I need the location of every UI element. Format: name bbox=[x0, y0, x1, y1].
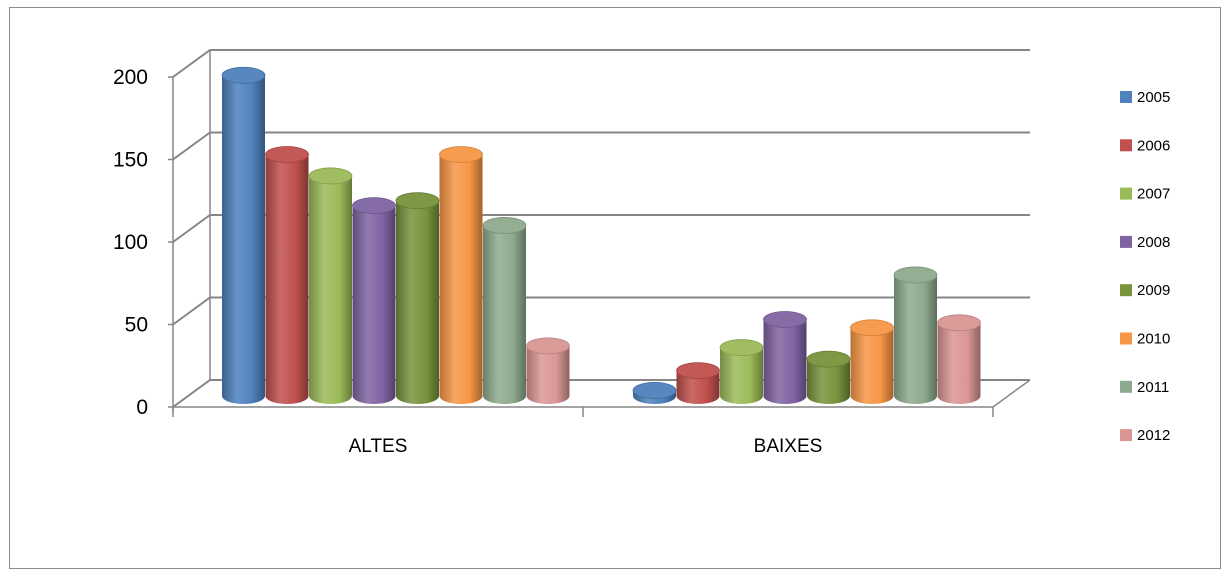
bar-altes-2010 bbox=[439, 146, 483, 404]
bar-top bbox=[893, 266, 938, 284]
bar-baixes-2007 bbox=[719, 339, 764, 404]
bar-top bbox=[676, 362, 720, 380]
bars bbox=[221, 66, 981, 405]
legend-item-2010: 2010 bbox=[1120, 331, 1170, 348]
legend-item-2008: 2008 bbox=[1120, 234, 1170, 251]
legend-swatch bbox=[1120, 429, 1132, 442]
bar-body bbox=[265, 154, 309, 404]
legend-item-2011: 2011 bbox=[1120, 379, 1169, 396]
bar-top bbox=[763, 311, 807, 328]
legend-label: 2008 bbox=[1137, 234, 1170, 251]
legend-swatch bbox=[1120, 380, 1132, 393]
legend-item-2012: 2012 bbox=[1120, 427, 1170, 444]
bar-baixes-2012 bbox=[937, 314, 981, 404]
bar-baixes-2005 bbox=[632, 382, 677, 404]
bar-body bbox=[483, 225, 526, 404]
legend-swatch bbox=[1120, 332, 1132, 345]
legend-swatch bbox=[1120, 91, 1132, 103]
bar-altes-2005 bbox=[221, 66, 266, 405]
y-tick-label: 200 bbox=[113, 66, 148, 89]
bar-body bbox=[850, 327, 894, 404]
chart-frame bbox=[9, 7, 1221, 569]
bar-altes-2008 bbox=[352, 197, 396, 404]
bar-altes-2007 bbox=[308, 167, 353, 404]
bar-body bbox=[439, 154, 483, 404]
axes bbox=[168, 50, 1031, 417]
bar-top bbox=[221, 66, 266, 84]
bar-body bbox=[720, 347, 763, 404]
y-tick-label: 50 bbox=[125, 314, 148, 337]
legend-item-2007: 2007 bbox=[1120, 186, 1170, 203]
bar-body bbox=[676, 370, 720, 404]
gridline bbox=[172, 49, 1030, 78]
bar-baixes-2006 bbox=[676, 362, 720, 404]
bar-body bbox=[396, 200, 439, 404]
bar-top bbox=[439, 146, 483, 163]
bar-baixes-2008 bbox=[763, 311, 807, 404]
bar-top bbox=[308, 167, 353, 185]
legend-swatch bbox=[1120, 284, 1132, 297]
x-category-label: BAIXES bbox=[754, 436, 823, 457]
bar-top bbox=[850, 319, 894, 337]
bar-body bbox=[309, 175, 352, 404]
bar-altes-2012 bbox=[526, 337, 570, 404]
legend: 2005 2006 2007 2008 2009 2010 2011 2012 bbox=[1120, 89, 1170, 444]
legend-label: 2009 bbox=[1137, 282, 1170, 299]
legend-swatch bbox=[1120, 139, 1132, 152]
bar-top bbox=[395, 192, 440, 210]
bar-top bbox=[719, 339, 764, 356]
bar-top bbox=[937, 314, 981, 332]
bar-body bbox=[807, 359, 850, 404]
bar-baixes-2009 bbox=[806, 350, 851, 404]
bar-top bbox=[265, 146, 309, 163]
legend-label: 2011 bbox=[1137, 379, 1169, 396]
bar-body bbox=[526, 345, 570, 404]
legend-label: 2010 bbox=[1137, 331, 1170, 348]
bar-top bbox=[526, 337, 570, 355]
bar-baixes-2011 bbox=[893, 266, 938, 404]
bar-body bbox=[937, 322, 981, 404]
bar-body bbox=[894, 274, 937, 404]
legend-label: 2006 bbox=[1137, 137, 1170, 154]
legend-item-2009: 2009 bbox=[1120, 282, 1170, 299]
bar-top bbox=[352, 197, 396, 215]
bar-altes-2011 bbox=[482, 217, 527, 404]
bar-altes-2009 bbox=[395, 192, 440, 404]
bar-top bbox=[806, 350, 851, 368]
legend-label: 2007 bbox=[1137, 186, 1170, 203]
legend-item-2006: 2006 bbox=[1120, 137, 1170, 154]
axis-labels: 0 50 100 150 200 ALTES BAIXES bbox=[113, 66, 822, 457]
legend-swatch bbox=[1120, 187, 1132, 200]
bar-body bbox=[763, 319, 807, 404]
bar-top bbox=[632, 382, 677, 399]
y-tick-label: 150 bbox=[113, 149, 148, 172]
bar-body bbox=[352, 205, 396, 404]
legend-label: 2012 bbox=[1137, 427, 1170, 444]
bar-top bbox=[482, 217, 527, 234]
legend-swatch bbox=[1120, 235, 1132, 248]
legend-label: 2005 bbox=[1137, 89, 1170, 106]
bar-baixes-2010 bbox=[850, 319, 894, 404]
legend-item-2005: 2005 bbox=[1120, 89, 1170, 106]
x-category-label: ALTES bbox=[349, 436, 408, 457]
y-tick-label: 0 bbox=[136, 396, 148, 419]
bar-body bbox=[222, 75, 265, 405]
bar-altes-2006 bbox=[265, 146, 309, 404]
y-tick-label: 100 bbox=[113, 231, 148, 254]
